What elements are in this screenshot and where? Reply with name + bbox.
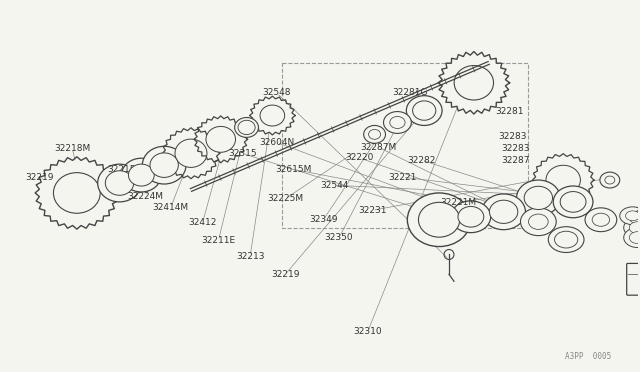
Text: 32219: 32219 (271, 270, 300, 279)
Ellipse shape (560, 192, 586, 212)
Text: 32310: 32310 (353, 327, 382, 336)
Ellipse shape (54, 173, 100, 213)
Ellipse shape (406, 96, 442, 125)
Ellipse shape (625, 211, 640, 221)
Ellipse shape (629, 212, 640, 224)
Ellipse shape (197, 119, 244, 160)
Ellipse shape (620, 207, 640, 225)
Ellipse shape (253, 99, 292, 132)
Ellipse shape (546, 165, 580, 195)
Text: 32414M: 32414M (153, 203, 189, 212)
Ellipse shape (98, 164, 141, 202)
Text: 32283: 32283 (501, 144, 530, 153)
Ellipse shape (520, 208, 556, 235)
Ellipse shape (413, 101, 436, 120)
Ellipse shape (442, 55, 506, 110)
Text: 32615M: 32615M (275, 165, 312, 174)
Ellipse shape (451, 201, 491, 232)
Ellipse shape (260, 105, 285, 126)
Ellipse shape (592, 213, 610, 226)
Text: 32213: 32213 (236, 251, 264, 261)
Text: 32231: 32231 (358, 206, 387, 215)
Text: 32412: 32412 (188, 218, 217, 227)
Text: 32548: 32548 (262, 89, 291, 97)
FancyBboxPatch shape (627, 263, 640, 295)
Ellipse shape (369, 129, 381, 139)
Text: 32224M: 32224M (127, 192, 163, 201)
Ellipse shape (454, 65, 493, 100)
Ellipse shape (624, 208, 640, 228)
Text: 32218M: 32218M (54, 144, 90, 153)
Ellipse shape (482, 194, 525, 230)
Text: 32281: 32281 (495, 107, 524, 116)
Ellipse shape (629, 232, 640, 244)
Ellipse shape (548, 227, 584, 253)
Text: 32287: 32287 (501, 156, 530, 166)
Text: 32282: 32282 (408, 155, 436, 165)
Ellipse shape (419, 202, 460, 237)
Ellipse shape (585, 208, 617, 232)
Ellipse shape (165, 131, 217, 176)
Text: 32287M: 32287M (360, 143, 397, 152)
Ellipse shape (39, 160, 115, 226)
Ellipse shape (235, 118, 259, 137)
Ellipse shape (206, 126, 236, 152)
Ellipse shape (122, 158, 161, 192)
Ellipse shape (175, 139, 207, 167)
Text: A3PP  0005: A3PP 0005 (565, 352, 611, 361)
Ellipse shape (624, 228, 640, 247)
Ellipse shape (554, 231, 578, 248)
Ellipse shape (524, 186, 552, 209)
Ellipse shape (553, 186, 593, 218)
Ellipse shape (536, 156, 591, 204)
Text: 32219: 32219 (25, 173, 54, 182)
Text: 32227: 32227 (123, 178, 151, 187)
Text: 32225M: 32225M (267, 195, 303, 203)
Ellipse shape (490, 200, 518, 224)
Text: 32544: 32544 (320, 181, 348, 190)
Ellipse shape (150, 153, 179, 177)
Ellipse shape (629, 222, 640, 234)
Ellipse shape (600, 172, 620, 188)
Text: 32221M: 32221M (440, 198, 477, 207)
Ellipse shape (639, 213, 640, 223)
Text: 32215: 32215 (108, 165, 136, 174)
Text: 32220: 32220 (345, 153, 374, 163)
Ellipse shape (238, 120, 255, 135)
Text: 32315: 32315 (228, 149, 257, 158)
Text: 32349: 32349 (309, 215, 337, 224)
Ellipse shape (364, 125, 385, 143)
Text: 32604N: 32604N (259, 138, 294, 147)
Ellipse shape (407, 193, 471, 247)
Ellipse shape (605, 176, 615, 184)
Ellipse shape (458, 206, 484, 227)
Ellipse shape (383, 112, 412, 134)
Ellipse shape (624, 218, 640, 238)
Text: 32221: 32221 (388, 173, 417, 182)
Ellipse shape (142, 146, 186, 184)
Ellipse shape (633, 209, 640, 227)
Ellipse shape (106, 171, 134, 195)
Text: 32281G: 32281G (392, 89, 428, 97)
Ellipse shape (516, 180, 560, 216)
Text: 32211E: 32211E (202, 236, 236, 245)
Text: 32283: 32283 (498, 132, 527, 141)
Ellipse shape (129, 164, 154, 186)
Ellipse shape (390, 116, 405, 128)
Ellipse shape (529, 214, 548, 230)
Text: 32350: 32350 (324, 233, 353, 242)
